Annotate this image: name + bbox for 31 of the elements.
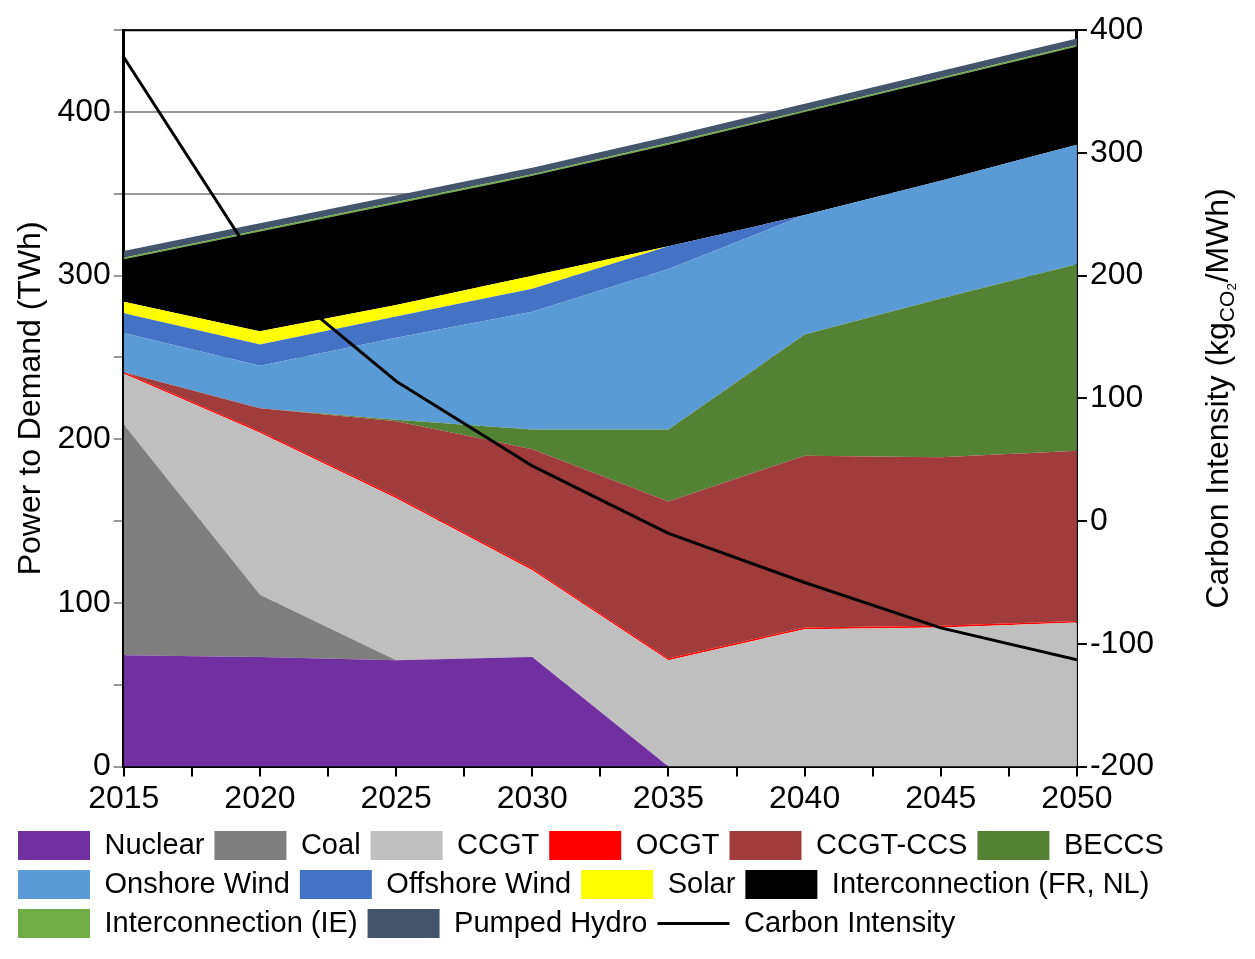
y-tick-label: 100 [57,582,111,619]
legend-label: Nuclear [104,827,205,860]
legend-label: Interconnection (FR, NL) [831,866,1150,899]
y2-axis-title: Carbon Intensity (kgCO₂/MWh) [1198,188,1239,609]
legend-label: Onshore Wind [104,866,290,899]
legend-label: Solar [667,866,736,899]
x-tick-label: 2035 [632,778,705,815]
y2-tick-label: 100 [1089,378,1144,415]
legend-label: Coal [300,827,361,860]
y-axis-title: Power to Demand (TWh) [11,221,48,576]
y2-tick-label: 200 [1089,255,1144,292]
legend-label: CCGT [457,827,540,860]
y2-tick-label: 400 [1089,10,1144,47]
legend-label: Carbon Intensity [744,905,956,938]
legend-label: CCGT-CCS [816,827,968,860]
x-tick-label: 2025 [360,778,432,815]
legend-label: Offshore Wind [386,866,572,899]
legend-label: OCGT [635,827,720,860]
x-tick-label: 2020 [224,778,296,815]
y2-tick-label: 300 [1089,132,1144,169]
y-tick-label: 200 [57,419,111,456]
x-tick-label: 2045 [905,778,977,815]
y2-tick-label: -100 [1089,623,1154,660]
legend-label: Interconnection (IE) [104,905,358,938]
y-tick-label: 300 [57,255,111,292]
x-tick-label: 2040 [769,778,841,815]
x-tick-label: 2030 [496,778,568,815]
y-tick-label: 400 [57,91,111,128]
legend-label: Pumped Hydro [454,905,648,938]
legend-label: BECCS [1063,827,1164,860]
y2-tick-label: 0 [1089,500,1108,537]
